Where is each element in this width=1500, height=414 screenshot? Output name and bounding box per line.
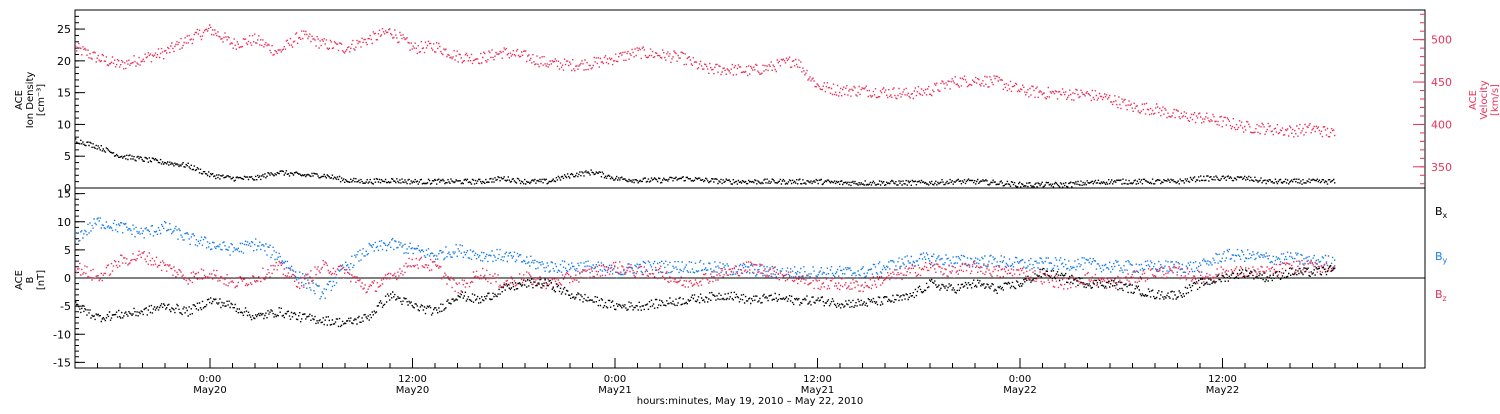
- top-y-tick-label: 5: [64, 150, 71, 163]
- top-ylabel-line: Ion Density: [25, 72, 36, 129]
- top-y2-tick-label: 450: [1431, 76, 1452, 89]
- bottom-y-tick-label: -15: [53, 356, 71, 369]
- top-ylabel-line: ACE: [14, 90, 25, 110]
- bottom-y-tick-label: 0: [64, 272, 71, 285]
- x-tick-label-date: May20: [193, 385, 226, 396]
- x-tick-label-time: 0:00: [1009, 374, 1031, 385]
- top-y-tick-label: 0: [64, 182, 71, 195]
- x-tick-label-time: 0:00: [604, 374, 626, 385]
- top-y2label-line: [km/s]: [1490, 84, 1500, 116]
- series-bx: [75, 265, 1336, 328]
- x-tick-label-date: May20: [396, 385, 429, 396]
- top-panel-frame: [74, 9, 1426, 189]
- top-ylabel-line: [cm⁻³]: [36, 84, 47, 116]
- bottom-ylabel-line: [nT]: [36, 270, 47, 290]
- top-ylabel-group: ACE Ion Density [cm⁻³]: [14, 72, 47, 129]
- bottom-y-tick-label: -5: [60, 300, 71, 313]
- x-tick-label-time: 12:00: [398, 374, 427, 385]
- series-velocity: [75, 24, 1336, 138]
- bottom-ylabel-line: ACE: [14, 270, 25, 290]
- bottom-y-tick-label: -10: [53, 328, 71, 341]
- top-y2label-line: Velocity: [1479, 80, 1490, 119]
- x-axis-label: hours:minutes, May 19, 2010 – May 22, 20…: [637, 396, 863, 407]
- x-ticks: 0:00May2012:00May200:00May2112:00May210:…: [74, 358, 1426, 396]
- x-tick-label-date: May21: [598, 385, 631, 396]
- bottom-series: [75, 217, 1336, 328]
- legend-label: B: [1435, 250, 1443, 263]
- series-bz: [75, 250, 1336, 295]
- legend-item-by: By: [1435, 250, 1448, 265]
- top-y-tick-label: 15: [57, 87, 71, 100]
- top-y2label-group: ACE Velocity [km/s]: [1468, 80, 1500, 119]
- legend-label: B: [1435, 288, 1443, 301]
- series-ion-density: [75, 138, 1336, 188]
- top-panel: ACE Ion Density [cm⁻³] ACE Velocity [km/s] 0…: [14, 9, 1500, 195]
- bottom-y-axis-label: ACE B [nT]: [14, 270, 47, 290]
- top-y2-axis-label: ACE Velocity [km/s]: [1468, 80, 1500, 119]
- bottom-y-tick-label: 10: [57, 216, 71, 229]
- bottom-y-tick-label: 5: [64, 244, 71, 257]
- legend-label: B: [1435, 205, 1443, 218]
- top-series: [75, 24, 1336, 188]
- top-y-tick-label: 10: [57, 118, 71, 131]
- legend-item-bz: Bz: [1435, 288, 1447, 303]
- top-y2-tick-label: 500: [1431, 34, 1452, 47]
- bottom-ylabel-line: B: [25, 276, 36, 283]
- legend-item-bx: Bx: [1435, 205, 1448, 220]
- series-by: [75, 217, 1336, 300]
- x-tick-label-time: 12:00: [1208, 374, 1237, 385]
- x-tick-label-date: May21: [801, 385, 834, 396]
- x-tick-label-time: 12:00: [803, 374, 832, 385]
- top-y2label-line: ACE: [1468, 90, 1479, 110]
- top-y-tick-label: 25: [57, 23, 71, 36]
- top-y2-tick-label: 350: [1431, 161, 1452, 174]
- x-tick-label-date: May22: [1003, 385, 1036, 396]
- legend-subscript: z: [1443, 294, 1447, 303]
- x-tick-label-date: May22: [1206, 385, 1239, 396]
- bottom-y-ticks: -15 -10 -5 0 5 10 15: [53, 187, 85, 369]
- top-y2-tick-label: 400: [1431, 118, 1452, 131]
- top-y2-ticks: 350 400 450 500: [1413, 13, 1452, 185]
- top-y-ticks: 0 5 10 15 20 25: [57, 9, 85, 195]
- legend-subscript: y: [1443, 256, 1448, 265]
- top-y-axis-label: ACE Ion Density [cm⁻³]: [14, 72, 47, 129]
- legend-subscript: x: [1443, 211, 1448, 220]
- bottom-y-tick-label: 15: [57, 188, 71, 201]
- top-y-tick-label: 20: [57, 55, 71, 68]
- x-tick-label-time: 0:00: [199, 374, 221, 385]
- bottom-ylabel-group: ACE B [nT]: [14, 270, 47, 290]
